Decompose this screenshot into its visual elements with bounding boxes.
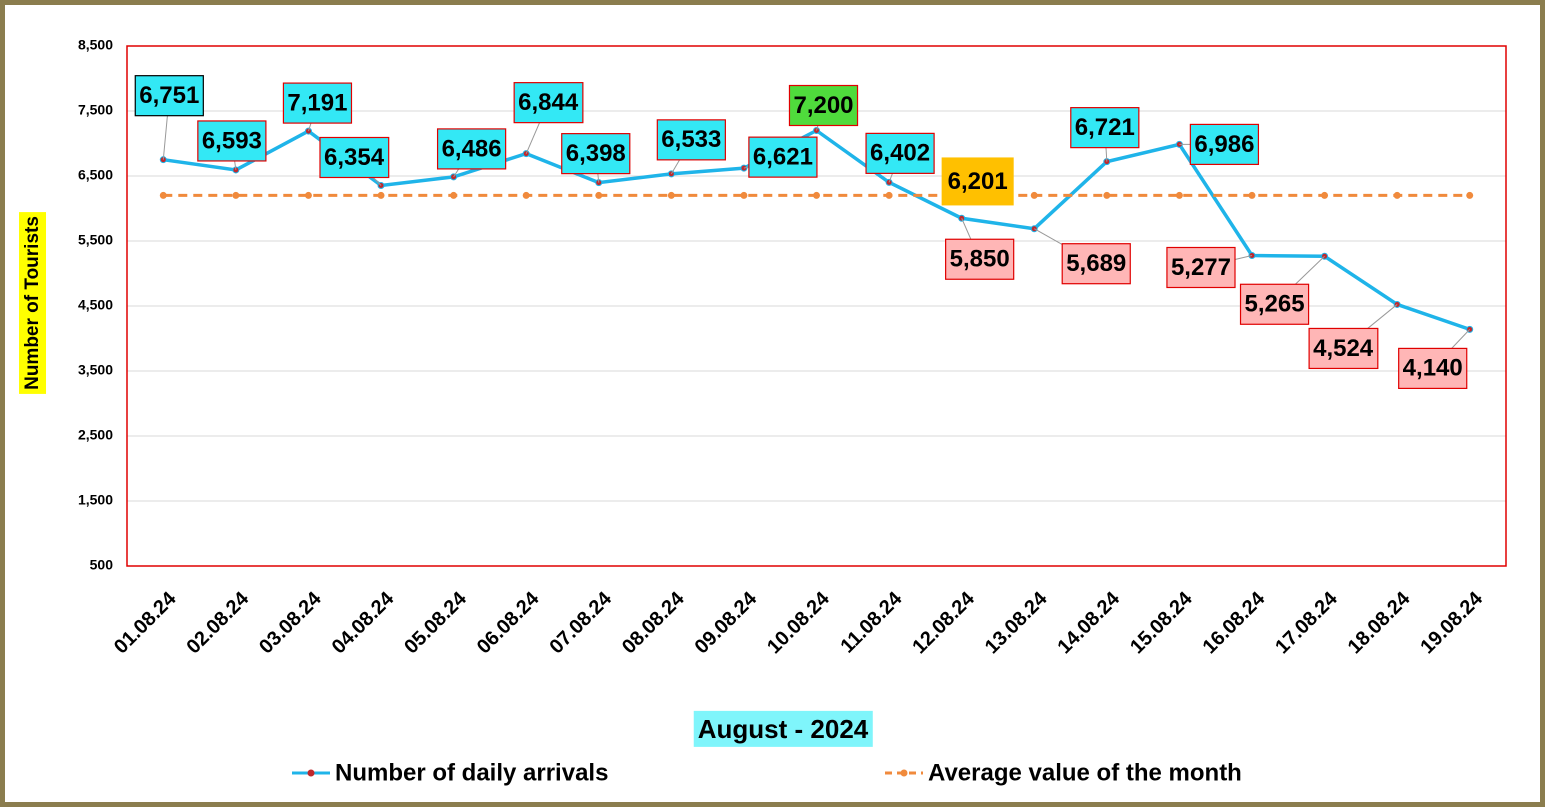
data-label: 6,354	[324, 144, 385, 171]
point	[1248, 191, 1256, 199]
point	[740, 191, 748, 199]
data-label: 6,533	[661, 126, 721, 153]
data-label: 7,200	[793, 92, 853, 119]
point	[232, 191, 240, 199]
data-label-bg	[656, 119, 726, 161]
data-label-bg	[282, 82, 353, 124]
point	[1103, 191, 1111, 199]
y-tick-label: 4,500	[78, 297, 113, 313]
legend-marker	[900, 769, 908, 777]
point	[159, 191, 167, 199]
data-label: 4,140	[1403, 355, 1463, 382]
data-label: 4,524	[1313, 335, 1374, 362]
y-tick-label: 2,500	[78, 427, 113, 443]
data-label: 6,721	[1075, 114, 1135, 141]
x-axis-title: August - 2024	[698, 714, 869, 744]
legend-marker	[307, 769, 315, 777]
data-label-bg	[134, 75, 204, 117]
data-label-bg	[748, 136, 818, 178]
data-label-bg	[788, 84, 859, 127]
y-tick-label: 8,500	[78, 37, 113, 53]
data-label: 6,201	[948, 168, 1008, 195]
data-label: 5,277	[1171, 254, 1231, 281]
y-tick-label: 1,500	[78, 492, 113, 508]
data-label: 5,689	[1066, 250, 1126, 277]
data-label: 6,844	[518, 89, 579, 116]
point	[1175, 191, 1183, 199]
point	[1030, 191, 1038, 199]
data-label: 6,402	[870, 140, 930, 167]
point	[1393, 191, 1401, 199]
data-label-bg	[1398, 347, 1468, 389]
data-label-bg	[436, 128, 507, 170]
data-label: 6,751	[139, 82, 199, 109]
point	[522, 191, 530, 199]
data-label-bg	[1166, 246, 1236, 289]
y-tick-label: 3,500	[78, 362, 113, 378]
data-label-bg	[1308, 327, 1379, 370]
data-label: 5,265	[1245, 291, 1305, 318]
y-axis-title-bg	[19, 212, 47, 394]
data-label: 7,191	[287, 89, 347, 116]
point	[304, 191, 312, 199]
y-tick-label: 500	[90, 557, 114, 573]
data-label-bg	[1061, 243, 1131, 285]
point	[885, 191, 893, 199]
point	[667, 191, 675, 199]
y-axis-title: Number of Tourists	[22, 216, 43, 390]
legend-label: Number of daily arrivals	[335, 759, 608, 786]
y-tick-label: 5,500	[78, 232, 113, 248]
y-tick-label: 6,500	[78, 167, 113, 183]
data-label-bg	[1189, 123, 1260, 166]
data-label-bg	[561, 133, 631, 175]
legend-label: Average value of the month	[928, 759, 1242, 786]
data-label-bg	[513, 82, 584, 124]
point	[1321, 191, 1329, 199]
data-label: 5,850	[950, 246, 1010, 273]
data-label: 6,398	[566, 140, 626, 167]
point	[595, 191, 603, 199]
data-label-bg	[945, 238, 1015, 280]
plot-border	[126, 45, 1507, 567]
y-axis-title-group: Number of Tourists	[19, 212, 47, 394]
point	[813, 191, 820, 199]
x-axis-title-bg	[693, 710, 873, 747]
point	[1466, 191, 1474, 199]
data-label: 6,986	[1194, 131, 1254, 158]
data-label: 6,621	[753, 143, 813, 170]
data-label: 6,593	[202, 127, 262, 154]
data-label: 6,486	[442, 135, 502, 162]
data-label-bg	[865, 132, 935, 174]
data-label-bg	[1070, 107, 1140, 149]
point	[377, 191, 385, 199]
point	[450, 191, 458, 199]
x-axis-title-group: August - 2024	[693, 710, 873, 747]
data-label-bg	[197, 120, 267, 162]
data-label-bg	[941, 157, 1014, 206]
data-label-bg	[1239, 283, 1310, 325]
y-tick-label: 7,500	[78, 102, 113, 118]
data-label-bg	[319, 136, 390, 179]
